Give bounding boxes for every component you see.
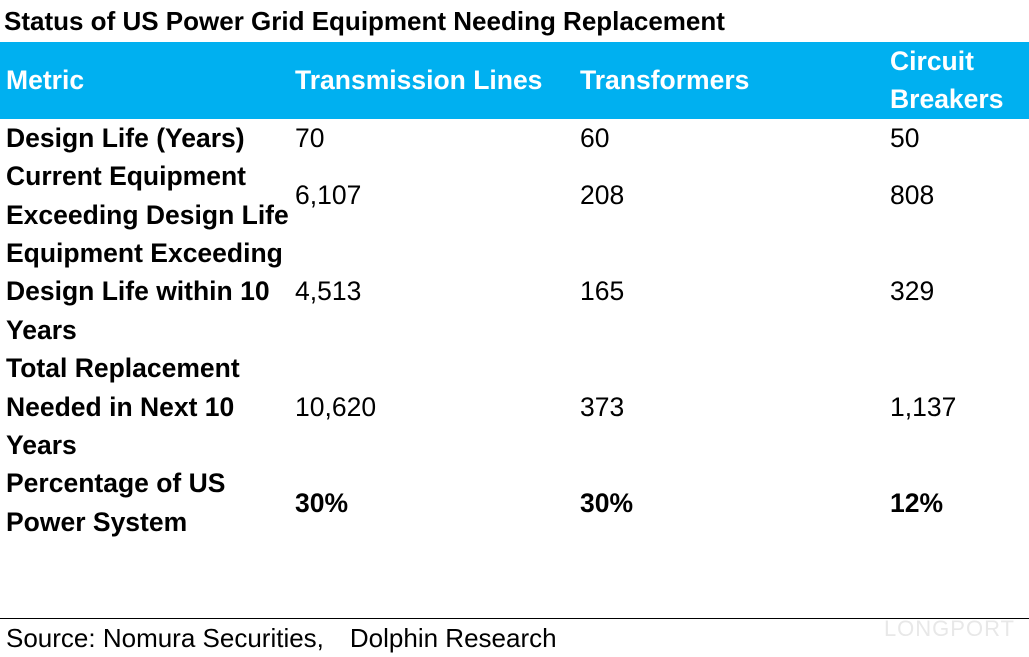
value-cell: 6,107 [295,180,362,211]
table-row: Total Replacement Needed in Next 10 Year… [0,349,1029,464]
header-cell: Metric [0,42,289,119]
value-cell: 50 [890,122,920,153]
table-row: Current Equipment Exceeding Design Life 6… [0,157,1029,234]
value-cell: 329 [890,276,935,307]
table-row: Percentage of US Power System 30% 30% 12% [0,464,1029,541]
table-body: Design Life (Years) 70 60 50 Current Equipme… [0,119,1029,541]
table-title: Status of US Power Grid Equipment Needin… [4,6,725,36]
table-row: Equipment Exceeding Design Life within 1… [0,234,1029,349]
value-cell: 30% [580,487,634,518]
value-cell: 208 [580,180,625,211]
header-cell: Transformers [574,42,884,119]
value-cell: 30% [295,487,349,518]
value-cell: 12% [890,487,944,518]
value-cell: 70 [295,122,325,153]
metric-cell: Equipment Exceeding Design Life within 1… [6,238,283,345]
value-cell: 10,620 [295,391,377,422]
value-cell: 165 [580,276,625,307]
header-cell: Circuit Breakers [884,42,1029,119]
watermark: LONGPORT [883,616,1015,641]
data-table: Metric Transmission Lines Transformers Circ… [0,42,1029,541]
source-note: Source: Nomura Securities, Dolphin Resea… [0,618,1029,657]
header-row: Metric Transmission Lines Transformers Circ… [0,42,1029,119]
metric-cell: Total Replacement Needed in Next 10 Year… [6,353,240,461]
value-cell: 808 [890,180,935,211]
value-cell: 4,513 [295,276,362,307]
value-cell: 1,137 [890,391,957,422]
metric-cell: Current Equipment Exceeding Design Life [6,161,289,230]
metric-cell: Percentage of US Power System [6,468,226,537]
value-cell: 373 [580,391,625,422]
value-cell: 60 [580,122,610,153]
header-cell: Transmission Lines [289,42,574,119]
table-row: Design Life (Years) 70 60 50 [0,119,1029,157]
metric-cell: Design Life (Years) [6,122,245,153]
